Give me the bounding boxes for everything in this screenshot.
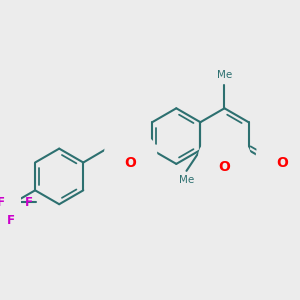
Text: O: O (124, 155, 136, 170)
Text: O: O (277, 156, 289, 170)
Text: F: F (0, 196, 4, 208)
Text: F: F (7, 214, 15, 227)
Text: F: F (25, 196, 33, 208)
Text: Me: Me (217, 70, 232, 80)
Text: Me: Me (179, 176, 194, 185)
Text: O: O (218, 160, 230, 174)
